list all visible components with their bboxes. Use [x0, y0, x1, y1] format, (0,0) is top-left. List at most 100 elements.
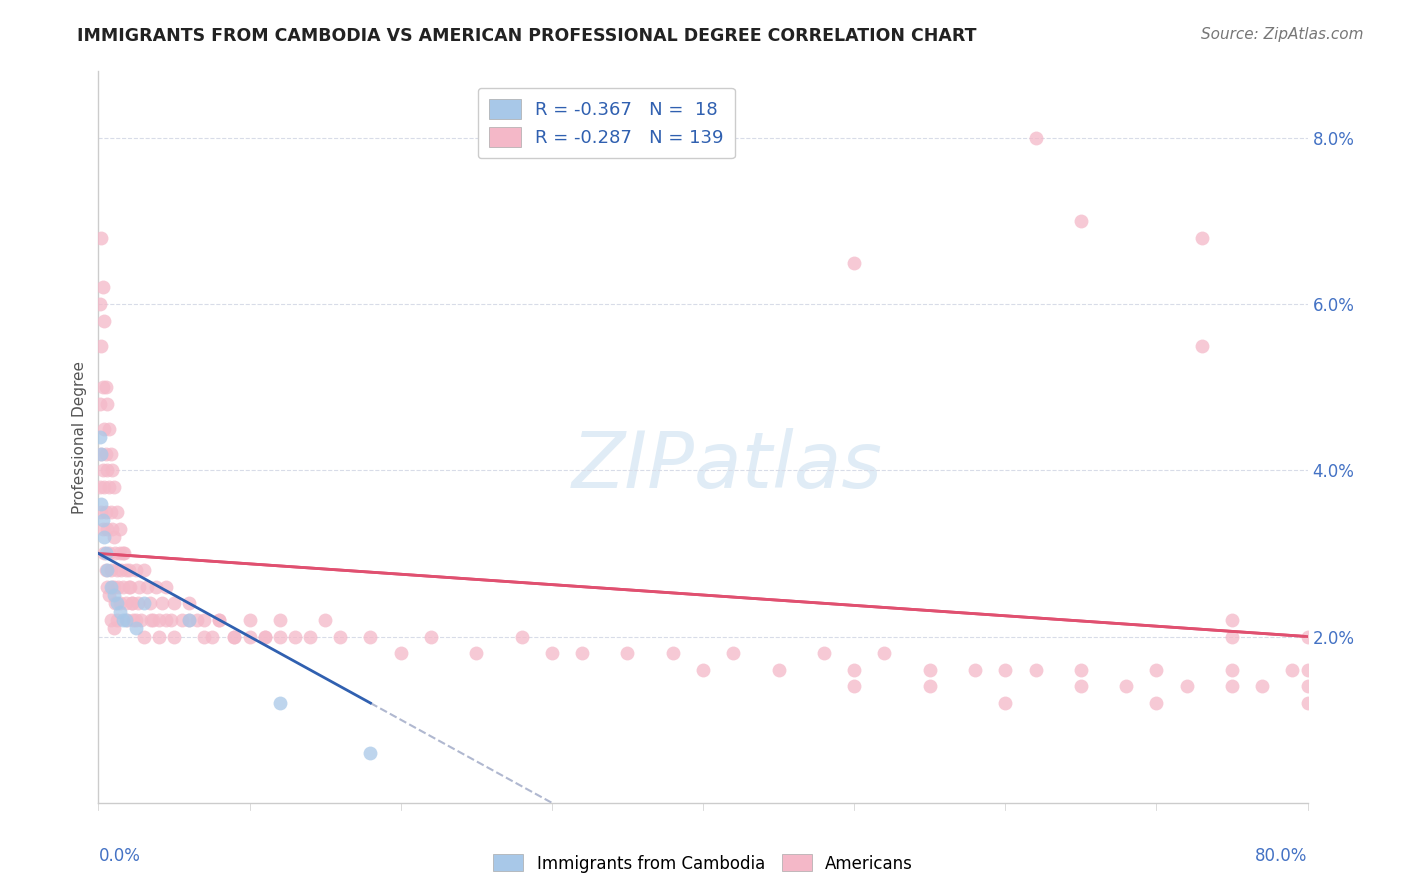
Point [122, 613, 145, 627]
Point [1070, 663, 1092, 677]
Point [571, 646, 593, 660]
Point [150, 596, 173, 610]
Point [93, 422, 115, 436]
Point [844, 680, 866, 694]
Point [114, 596, 136, 610]
Point [135, 580, 157, 594]
Point [1296, 630, 1319, 644]
Point [101, 580, 124, 594]
Point [269, 696, 291, 710]
Point [96, 563, 118, 577]
Point [91, 380, 114, 394]
Point [239, 630, 262, 644]
Point [179, 596, 201, 610]
Point [193, 630, 215, 644]
Point [1144, 663, 1167, 677]
Point [465, 646, 488, 660]
Point [90, 497, 112, 511]
Point [89, 480, 111, 494]
Point [145, 580, 167, 594]
Point [96, 521, 118, 535]
Point [101, 463, 124, 477]
Point [105, 613, 128, 627]
Point [89, 297, 111, 311]
Point [994, 696, 1017, 710]
Point [100, 580, 122, 594]
Point [299, 630, 322, 644]
Point [132, 630, 155, 644]
Point [114, 613, 136, 627]
Point [96, 463, 118, 477]
Point [108, 596, 131, 610]
Point [98, 422, 121, 436]
Point [160, 613, 183, 627]
Point [100, 563, 122, 577]
Point [269, 630, 291, 644]
Point [91, 513, 114, 527]
Point [91, 463, 114, 477]
Y-axis label: Professional Degree: Professional Degree [72, 360, 87, 514]
Point [918, 680, 941, 694]
Point [103, 530, 125, 544]
Point [965, 663, 987, 677]
Point [723, 646, 745, 660]
Point [94, 380, 117, 394]
Point [104, 546, 127, 560]
Point [314, 613, 336, 627]
Point [360, 746, 382, 760]
Point [128, 580, 150, 594]
Point [201, 630, 224, 644]
Point [163, 596, 186, 610]
Point [1220, 613, 1243, 627]
Point [105, 505, 128, 519]
Point [1296, 663, 1319, 677]
Point [125, 621, 148, 635]
Point [89, 430, 111, 444]
Point [98, 480, 121, 494]
Point [105, 563, 128, 577]
Point [148, 613, 170, 627]
Point [179, 613, 201, 627]
Point [100, 505, 122, 519]
Point [1070, 214, 1092, 228]
Point [94, 563, 117, 577]
Point [118, 563, 141, 577]
Point [127, 596, 149, 610]
Point [90, 505, 112, 519]
Point [103, 588, 125, 602]
Text: Source: ZipAtlas.com: Source: ZipAtlas.com [1201, 27, 1364, 42]
Point [90, 338, 112, 352]
Point [96, 580, 118, 594]
Text: ZIPatlas: ZIPatlas [572, 428, 883, 504]
Point [844, 663, 866, 677]
Point [1070, 680, 1092, 694]
Point [112, 546, 135, 560]
Point [108, 521, 131, 535]
Point [100, 447, 122, 461]
Point [104, 596, 127, 610]
Point [170, 613, 193, 627]
Point [132, 596, 155, 610]
Legend: Immigrants from Cambodia, Americans: Immigrants from Cambodia, Americans [486, 847, 920, 880]
Point [186, 613, 208, 627]
Point [540, 646, 562, 660]
Point [918, 663, 941, 677]
Point [148, 630, 170, 644]
Point [90, 230, 112, 244]
Point [389, 646, 412, 660]
Point [155, 613, 177, 627]
Legend: R = -0.367   N =  18, R = -0.287   N = 139: R = -0.367 N = 18, R = -0.287 N = 139 [478, 87, 735, 158]
Text: 80.0%: 80.0% [1256, 847, 1308, 864]
Point [1251, 680, 1274, 694]
Point [1175, 680, 1198, 694]
Point [111, 613, 134, 627]
Point [129, 613, 152, 627]
Point [510, 630, 533, 644]
Point [90, 447, 112, 461]
Text: 0.0%: 0.0% [98, 847, 141, 864]
Point [125, 613, 148, 627]
Point [1220, 630, 1243, 644]
Point [224, 630, 246, 644]
Point [94, 447, 117, 461]
Point [1296, 696, 1319, 710]
